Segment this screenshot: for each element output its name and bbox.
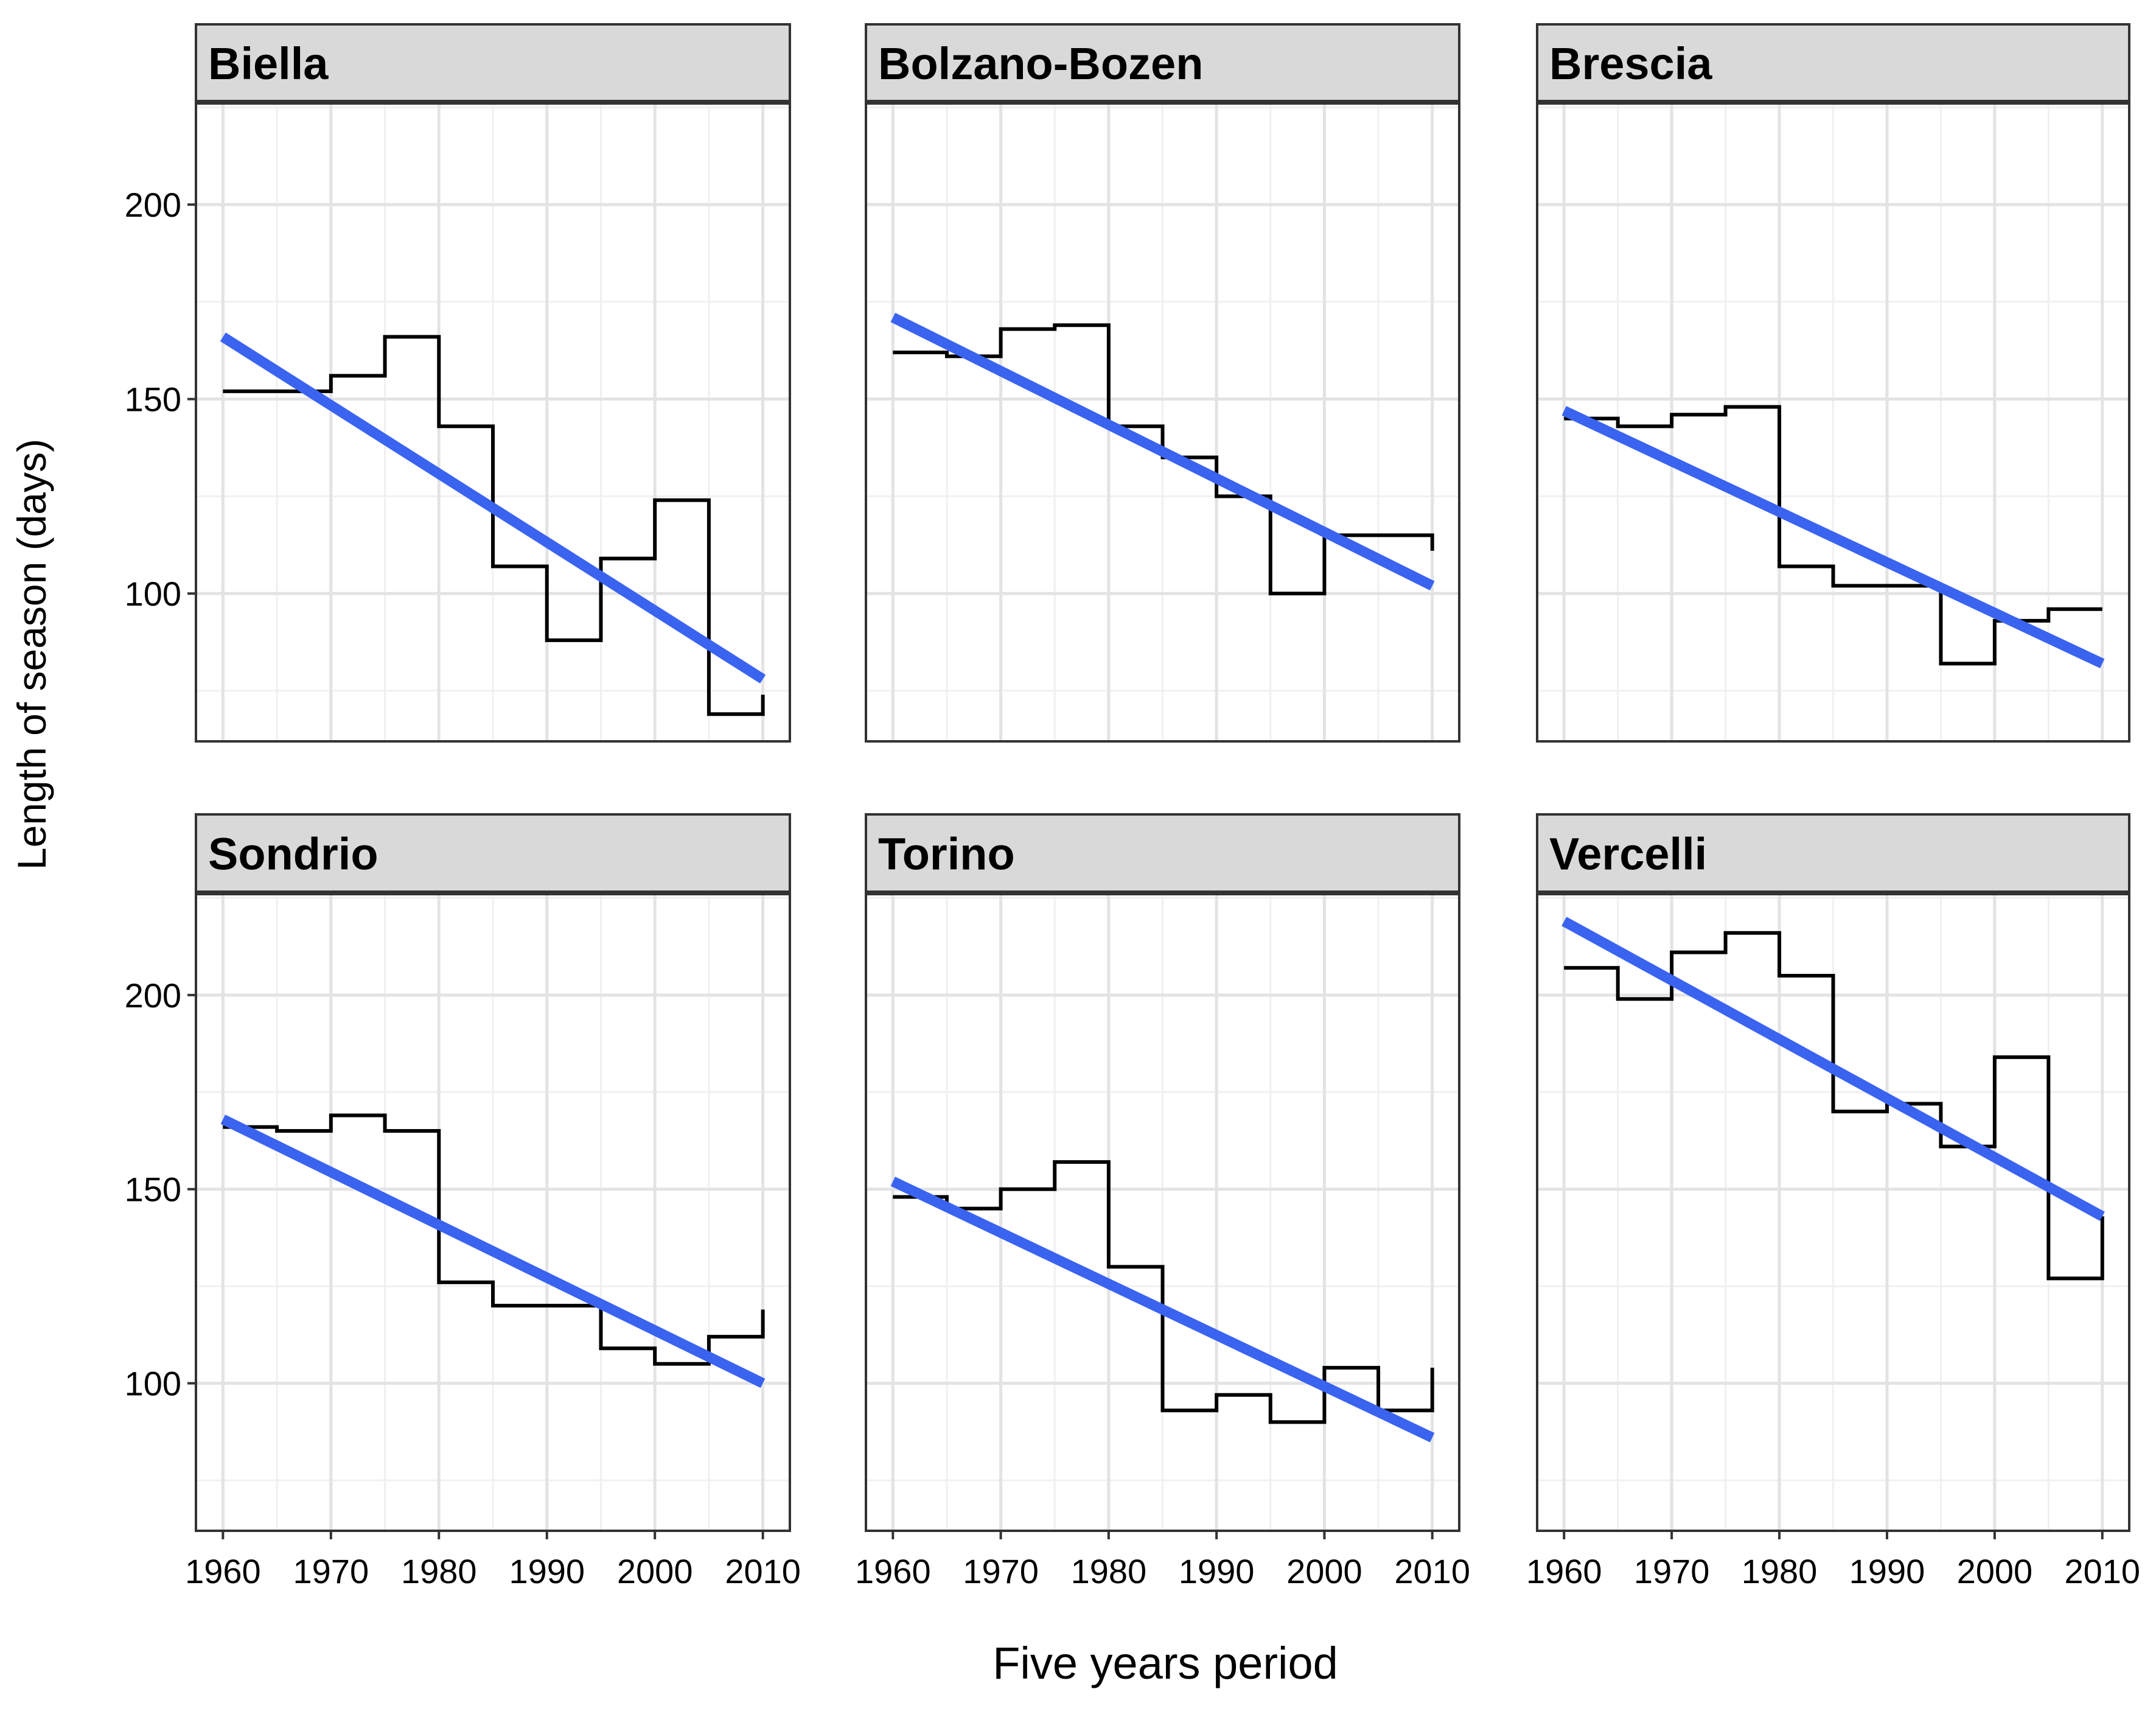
x-tick-label: 2010 [725,1552,801,1590]
y-tick-label: 200 [125,976,181,1015]
step-series [1564,405,2102,666]
facet-strip [865,23,1460,102]
facet-label: Sondrio [208,829,379,880]
x-tick-label: 2000 [1957,1552,2033,1590]
y-tick-label: 100 [125,1365,181,1403]
step-series [223,335,765,716]
x-tick-label: 1970 [963,1552,1039,1590]
facet-strip [1536,23,2130,102]
trend-line [220,332,766,684]
trend-line [890,1177,1435,1443]
x-tick-label: 2010 [1394,1552,1470,1590]
y-axis-title: Length of season (days) [9,439,54,870]
trend-line [1561,406,2105,668]
y-tick-label: 150 [125,1170,181,1209]
x-tick-label: 1990 [1179,1552,1255,1590]
x-tick-label: 1970 [1634,1552,1710,1590]
facet-strip [195,813,791,893]
x-tick-label: 2000 [1286,1552,1362,1590]
facet-panel: Biella 100 150 200 [125,23,791,743]
x-tick-label: 1990 [509,1552,585,1590]
x-axis-title: Five years period [993,1638,1338,1688]
y-tick-label: 100 [125,575,181,613]
y-tick-label: 150 [125,380,181,419]
y-tick-label: 200 [125,186,181,224]
facet-strip [865,813,1460,893]
facet-panel: Bolzano-Bozen [865,23,1460,743]
facet-strip [195,23,791,102]
x-tick-label: 1980 [1742,1552,1818,1590]
x-tick-label: 2010 [2064,1552,2140,1590]
facet-panel: Sondrio 100 150 200 1960 1970 1980 1990 2000 2010 [125,813,801,1590]
x-tick-label: 1960 [855,1552,931,1590]
facet-label: Brescia [1549,38,1712,89]
step-series [893,1160,1434,1424]
facet-panel: Vercelli 1960 1970 1980 1990 2000 2010 [1526,813,2140,1590]
facet-label: Biella [208,38,329,89]
x-tick-label: 2000 [617,1552,693,1590]
trend-line [890,312,1435,591]
facet-strip [1536,813,2130,893]
step-series [223,1113,765,1366]
facet-label: Vercelli [1549,829,1707,880]
panel-border [865,893,1460,1532]
x-tick-label: 1960 [185,1552,261,1590]
panel-border [865,102,1460,743]
trend-line [220,1114,766,1388]
trend-line [1561,917,2105,1221]
x-tick-label: 1980 [1071,1552,1147,1590]
panel-border [1536,893,2130,1532]
facet-panel: Torino 1960 1970 1980 1990 2000 2010 [855,813,1470,1590]
x-tick-label: 1970 [293,1552,369,1590]
step-series [893,323,1434,596]
facet-label: Bolzano-Bozen [878,38,1203,89]
panel-border [1536,102,2130,743]
x-tick-label: 1960 [1526,1552,1602,1590]
x-tick-label: 1990 [1849,1552,1925,1590]
facet-panel: Brescia [1536,23,2130,743]
facet-label: Torino [878,829,1015,880]
x-tick-label: 1980 [401,1552,477,1590]
